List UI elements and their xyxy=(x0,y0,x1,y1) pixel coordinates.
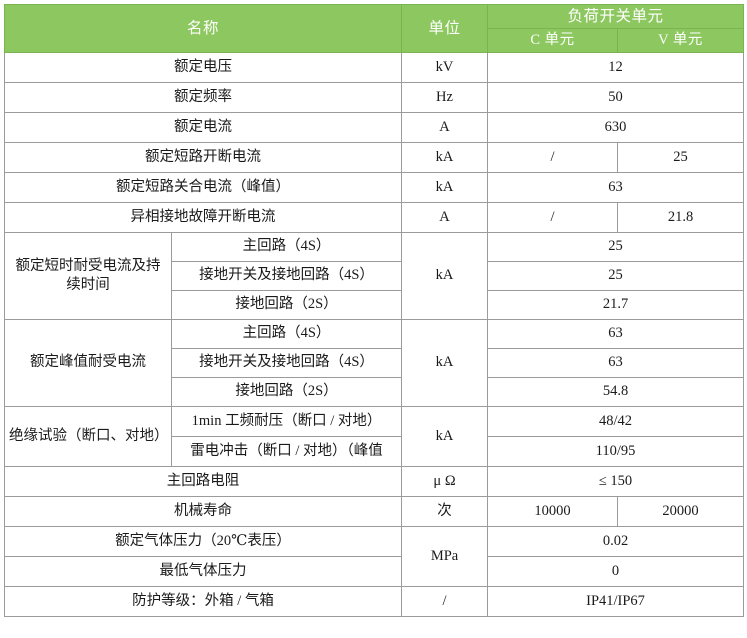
table-row: 雷电冲击（断口 / 对地）（峰值 110/95 xyxy=(5,435,745,467)
sub-row-label: 接地开关及接地回路（4S） xyxy=(170,260,403,291)
row-value-merged: 0 xyxy=(487,555,745,587)
table-row: 最低气体压力 0 xyxy=(3,555,745,587)
table-row: 机械寿命 次 10000 20000 xyxy=(3,495,745,527)
table-row: 额定电压 kV 12 xyxy=(3,51,745,83)
row-value-merged: IP41/IP67 xyxy=(487,585,745,617)
group-unit: MPa xyxy=(401,525,489,587)
header-row-secondary: C 单元 V 单元 xyxy=(5,28,745,53)
row-unit: A xyxy=(401,201,489,233)
group-unit: kA xyxy=(401,318,489,407)
table-row: 接地开关及接地回路（4S） 63 xyxy=(5,347,745,378)
row-label: 异相接地故障开断电流 xyxy=(3,201,403,233)
sub-row-label: 主回路（4S） xyxy=(170,318,403,349)
group-label-rated-peak-withstand: 额定峰值耐受电流 xyxy=(4,318,172,407)
row-unit: μ Ω xyxy=(401,465,489,497)
header-sub-v-unit: V 单元 xyxy=(617,28,745,53)
header-sub-c-unit: C 单元 xyxy=(487,28,619,53)
row-value-merged: 12 xyxy=(487,51,745,83)
row-value-c: 10000 xyxy=(487,495,619,527)
row-label: 机械寿命 xyxy=(3,495,403,527)
header-group-load-switch-unit: 负荷开关单元 xyxy=(487,3,745,30)
row-unit: kA xyxy=(401,141,489,173)
row-value-merged: 54.8 xyxy=(487,376,745,407)
row-value-merged: 63 xyxy=(487,347,745,378)
row-label: 额定短路关合电流（峰值） xyxy=(3,171,403,203)
row-value-merged: ≤ 150 xyxy=(487,465,745,497)
row-label: 额定电压 xyxy=(3,51,403,83)
group-label-insulation-test: 绝缘试验（断口、对地） xyxy=(4,405,172,467)
group-unit: kA xyxy=(401,405,489,467)
row-label: 防护等级：外箱 / 气箱 xyxy=(3,585,403,617)
table-row: 接地回路（2S） 54.8 xyxy=(5,376,745,407)
row-unit: / xyxy=(401,585,489,617)
row-value-merged: 50 xyxy=(487,81,745,113)
row-unit: 次 xyxy=(401,495,489,527)
header-unit: 单位 xyxy=(401,4,489,53)
header-name: 名称 xyxy=(3,4,403,53)
table-row: 额定短时耐受电流及持续时间 主回路（4S） kA 25 xyxy=(4,231,745,320)
row-value-v: 20000 xyxy=(617,495,745,527)
row-value-c: / xyxy=(487,201,619,233)
row-label: 额定电流 xyxy=(3,111,403,143)
table-row: 额定峰值耐受电流 主回路（4S） kA 63 xyxy=(4,318,745,407)
row-value-merged: 630 xyxy=(487,111,745,143)
row-value-merged: 25 xyxy=(487,260,745,291)
row-unit: kA xyxy=(401,171,489,203)
table-row: 接地回路（2S） 21.7 xyxy=(5,289,745,320)
table-row: 额定短路关合电流（峰值） kA 63 xyxy=(3,171,745,203)
table-row: 接地开关及接地回路（4S） 25 xyxy=(5,260,745,291)
group-label-rated-short-time-withstand: 额定短时耐受电流及持续时间 xyxy=(4,231,172,320)
row-value-v: 25 xyxy=(617,141,745,173)
table-row: 额定频率 Hz 50 xyxy=(3,81,745,113)
sub-row-label: 主回路（4S） xyxy=(170,231,403,262)
table-row: 额定气体压力（20℃表压） MPa 0.02 xyxy=(3,525,745,587)
table-row: 额定短路开断电流 kA / 25 xyxy=(3,141,745,173)
row-label: 最低气体压力 xyxy=(3,555,403,587)
row-value-merged: 63 xyxy=(487,318,745,349)
header-row-primary: 名称 单位 负荷开关单元 xyxy=(3,3,745,53)
table-row: 防护等级：外箱 / 气箱 / IP41/IP67 xyxy=(3,585,745,617)
row-value-merged: 48/42 xyxy=(487,405,745,437)
row-value-v: 21.8 xyxy=(617,201,745,233)
table-row: 绝缘试验（断口、对地） 1min 工频耐压（断口 / 对地） kA 48/42 xyxy=(4,405,745,467)
table-row: 异相接地故障开断电流 A / 21.8 xyxy=(3,201,745,233)
row-value-merged: 21.7 xyxy=(487,289,745,320)
sub-row-label: 接地回路（2S） xyxy=(170,376,403,407)
row-label: 额定气体压力（20℃表压） xyxy=(3,525,403,557)
sub-row-label: 接地回路（2S） xyxy=(170,289,403,320)
sub-row-label: 雷电冲击（断口 / 对地）（峰值 xyxy=(170,435,403,467)
row-label: 额定短路开断电流 xyxy=(3,141,403,173)
table-row: 主回路电阻 μ Ω ≤ 150 xyxy=(3,465,745,497)
table-body: 额定电压 kV 12 额定频率 Hz 50 额定电流 A 630 额定短路开断电… xyxy=(3,51,745,617)
row-unit: A xyxy=(401,111,489,143)
row-label: 额定频率 xyxy=(3,81,403,113)
sub-row-label: 接地开关及接地回路（4S） xyxy=(170,347,403,378)
specification-table: 名称 单位 负荷开关单元 C 单元 V 单元 额定电压 kV 12 额定频率 H… xyxy=(3,3,745,617)
row-label: 主回路电阻 xyxy=(3,465,403,497)
group-unit: kA xyxy=(401,231,489,320)
row-unit: Hz xyxy=(401,81,489,113)
row-value-merged: 110/95 xyxy=(487,435,745,467)
table-header: 名称 单位 负荷开关单元 C 单元 V 单元 xyxy=(3,3,745,53)
row-value-merged: 25 xyxy=(487,231,745,262)
row-value-c: / xyxy=(487,141,619,173)
sub-row-label: 1min 工频耐压（断口 / 对地） xyxy=(170,405,403,437)
row-value-merged: 0.02 xyxy=(487,525,745,557)
row-unit: kV xyxy=(401,51,489,83)
table-row: 额定电流 A 630 xyxy=(3,111,745,143)
row-value-merged: 63 xyxy=(487,171,745,203)
